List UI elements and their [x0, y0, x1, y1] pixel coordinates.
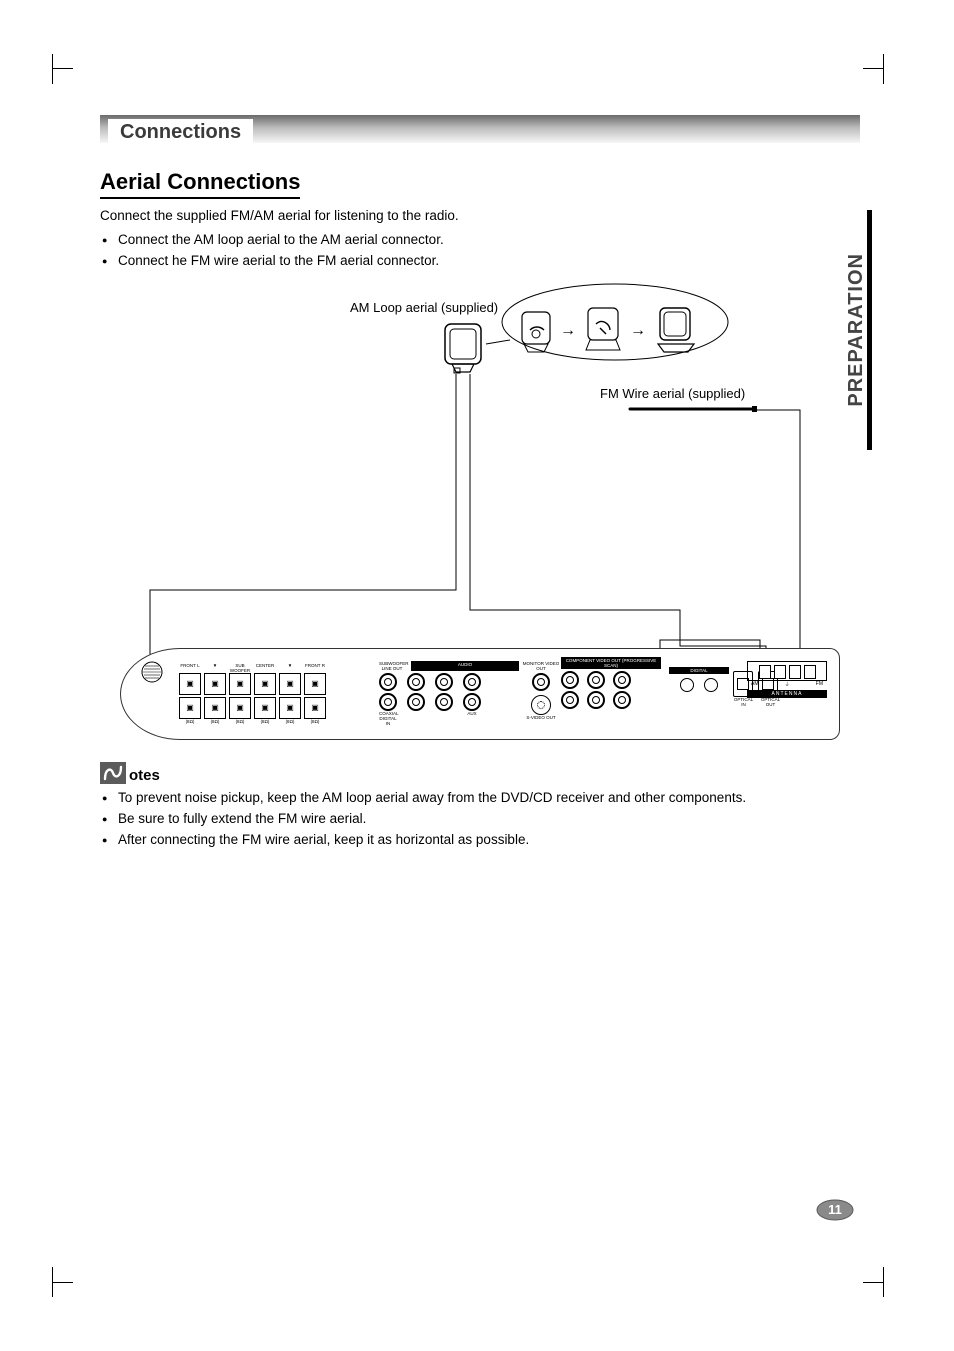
port-label	[407, 711, 425, 726]
ground-icon: ⏚	[785, 681, 790, 688]
spk-ohm: (8Ω)	[279, 719, 301, 724]
rca-jack	[379, 673, 397, 691]
antenna-terminal	[774, 665, 786, 679]
list-item: After connecting the FM wire aerial, kee…	[100, 830, 860, 851]
speaker-clip: ▣	[179, 673, 201, 695]
spk-ohm: (8Ω)	[204, 719, 226, 724]
page-number: 11	[816, 1199, 854, 1221]
spk-label: FRONT R	[304, 663, 326, 673]
speaker-clip: ▣	[304, 673, 326, 695]
speaker-clip: ▣	[254, 697, 276, 719]
speaker-clip: ▣	[229, 673, 251, 695]
vent-icon	[141, 661, 163, 683]
coax-label: COAXIAL DIGITAL IN	[379, 711, 397, 726]
spk-label: ▼	[279, 663, 301, 673]
wiring-diagram: AM Loop aerial (supplied) →	[100, 290, 860, 740]
list-item: Connect the AM loop aerial to the AM aer…	[100, 230, 860, 251]
page-heading: Aerial Connections	[100, 169, 300, 199]
optical-in-label: OPTICAL IN	[733, 697, 754, 707]
antenna-terminal	[804, 665, 816, 679]
speaker-clip: ▣	[279, 673, 301, 695]
rca-jack	[407, 673, 425, 691]
rca-jack	[463, 693, 481, 711]
speaker-terminals: FRONT L ▼ SUB WOOFER CENTER ▼ FRONT R ▣ …	[179, 663, 349, 727]
antenna-bar-label: ANTENNA	[747, 690, 827, 698]
rca-jack	[532, 673, 550, 691]
section-bar: Connections	[100, 115, 860, 143]
audio-section: SUBWOOFER LINE OUT AUDIO	[379, 661, 519, 726]
rca-jack	[561, 671, 579, 689]
optical-out-label: OPTICAL OUT	[758, 697, 783, 707]
spk-ohm: (8Ω)	[229, 719, 251, 724]
digital-label: DIGITAL	[669, 667, 729, 674]
rca-jack	[587, 691, 605, 709]
page-number-text: 11	[816, 1199, 854, 1221]
speaker-clip: ▣	[179, 697, 201, 719]
page: PREPARATION Connections Aerial Connectio…	[0, 0, 954, 1351]
coax-jack	[680, 678, 694, 692]
section-tab: Connections	[108, 119, 253, 143]
rca-jack	[561, 691, 579, 709]
notes-heading-text: otes	[129, 767, 160, 784]
list-item: Be sure to fully extend the FM wire aeri…	[100, 809, 860, 830]
notes-n-icon	[100, 762, 126, 784]
crop-mark	[52, 54, 72, 84]
subwoofer-label: SUBWOOFER LINE OUT	[379, 661, 405, 671]
rear-panel: FRONT L ▼ SUB WOOFER CENTER ▼ FRONT R ▣ …	[120, 648, 840, 740]
ant-label: FM	[816, 681, 823, 688]
crop-mark	[52, 1267, 72, 1297]
speaker-clip: ▣	[279, 697, 301, 719]
ant-label: AM	[751, 681, 759, 688]
rca-jack	[587, 671, 605, 689]
rca-jack	[435, 693, 453, 711]
rca-jack	[613, 671, 631, 689]
spk-label: FRONT L	[179, 663, 201, 673]
digital-section: DIGITAL	[669, 667, 729, 692]
port-label	[435, 711, 453, 726]
audio-label: AUDIO	[411, 661, 519, 671]
spk-ohm: (8Ω)	[254, 719, 276, 724]
intro-text: Connect the supplied FM/AM aerial for li…	[100, 207, 860, 226]
coax-jack	[704, 678, 718, 692]
intro-bullets: Connect the AM loop aerial to the AM aer…	[100, 230, 860, 272]
monitor-section: MONITOR VIDEO OUT S-VIDEO OUT	[521, 661, 561, 720]
rca-jack	[613, 691, 631, 709]
speaker-clip: ▣	[204, 673, 226, 695]
list-item: Connect he FM wire aerial to the FM aeri…	[100, 251, 860, 272]
component-label: COMPONENT VIDEO OUT (PROGRESSIVE SCAN)	[561, 657, 661, 669]
spk-ohm: (8Ω)	[179, 719, 201, 724]
antenna-terminal	[759, 665, 771, 679]
antenna-section: AM ⏚ FM ANTENNA	[747, 661, 827, 698]
rca-jack	[407, 693, 425, 711]
antenna-terminals	[747, 661, 827, 681]
spk-ohm: (8Ω)	[304, 719, 326, 724]
spk-label: CENTER	[254, 663, 276, 673]
monitor-label: MONITOR VIDEO OUT	[521, 661, 561, 671]
crop-mark	[864, 1267, 884, 1297]
spk-label: SUB WOOFER	[229, 663, 251, 673]
notes-list: To prevent noise pickup, keep the AM loo…	[100, 788, 860, 851]
section-tab-label: Connections	[120, 121, 241, 143]
antenna-terminal	[789, 665, 801, 679]
aux-label: AUX	[463, 711, 481, 726]
crop-mark	[864, 54, 884, 84]
rca-jack	[463, 673, 481, 691]
speaker-clip: ▣	[229, 697, 251, 719]
rca-jack	[435, 673, 453, 691]
list-item: To prevent noise pickup, keep the AM loo…	[100, 788, 860, 809]
content-area: Connections Aerial Connections Connect t…	[100, 115, 860, 851]
rca-jack	[379, 693, 397, 711]
speaker-clip: ▣	[304, 697, 326, 719]
speaker-clip: ▣	[254, 673, 276, 695]
svideo-jack	[531, 695, 551, 715]
component-section: COMPONENT VIDEO OUT (PROGRESSIVE SCAN)	[561, 657, 661, 709]
spk-label: ▼	[204, 663, 226, 673]
speaker-clip: ▣	[204, 697, 226, 719]
svideo-label: S-VIDEO OUT	[521, 715, 561, 720]
notes-heading: otes	[100, 762, 860, 784]
